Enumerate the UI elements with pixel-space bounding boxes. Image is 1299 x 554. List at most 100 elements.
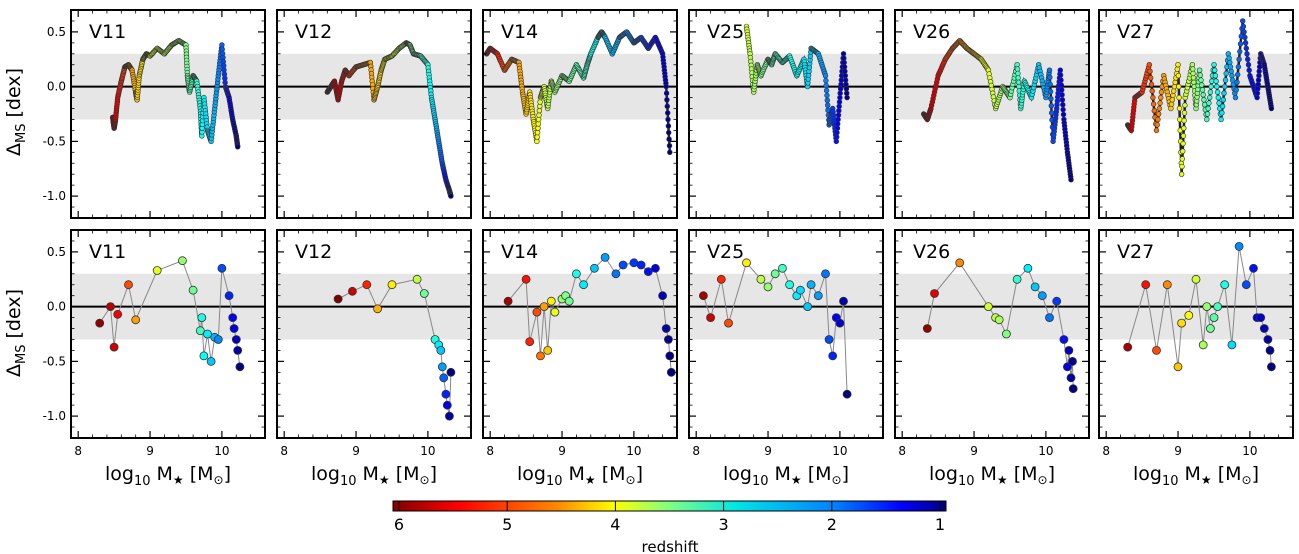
x-tick-label: 10 [832, 444, 847, 458]
data-layer [333, 274, 456, 421]
data-point [665, 351, 675, 361]
track-point [1198, 82, 1205, 88]
track-point [1256, 72, 1262, 79]
data-point [572, 269, 581, 279]
track-point [1059, 92, 1065, 98]
data-point [1234, 241, 1244, 251]
data-point [824, 335, 834, 344]
data-point [821, 269, 830, 279]
track-point [1220, 97, 1227, 103]
data-point [785, 280, 794, 290]
track-point [1204, 116, 1210, 123]
data-point [1198, 340, 1208, 350]
panel-label: V14 [501, 241, 538, 263]
track-point [1158, 89, 1165, 95]
track-point [1058, 77, 1064, 83]
data-point [806, 280, 816, 290]
data-point [629, 258, 639, 268]
data-point [742, 258, 751, 268]
data-point [1256, 313, 1266, 323]
track-point [1058, 87, 1065, 93]
panel-frame [70, 9, 266, 219]
track-point [844, 94, 850, 101]
data-point [835, 318, 845, 328]
panel-label: V25 [707, 21, 744, 43]
data-point [564, 296, 574, 306]
panel-bottom-v11: 8 9 10 0.5 0.0 -0.5 -1.0 V11 [43, 229, 266, 458]
track-point [1199, 87, 1206, 93]
xlabel-col-5: log10 M★ [M⊙] [929, 463, 1055, 489]
data-point [1002, 329, 1011, 339]
x-tick-label: 9 [558, 444, 566, 458]
data-point [373, 304, 383, 314]
data-point [446, 367, 456, 377]
panel-frame [894, 229, 1090, 439]
data-point [203, 329, 212, 339]
data-point [536, 351, 545, 361]
data-point [955, 258, 965, 268]
data-point [525, 337, 535, 347]
data-point [235, 362, 245, 372]
track-point [1157, 100, 1163, 106]
data-point [1227, 340, 1237, 350]
panel-top-v27: V27 [1098, 9, 1294, 219]
data-point [1220, 280, 1230, 290]
track-point [1211, 61, 1217, 68]
track-point [1046, 67, 1053, 73]
track-point [1244, 56, 1251, 62]
data-layer [95, 256, 245, 372]
track-point [1150, 94, 1156, 101]
xlabel-col-4: log10 M★ [M⊙] [723, 463, 849, 489]
track-point [1170, 88, 1177, 94]
data-point [1064, 345, 1074, 355]
track-point [1198, 77, 1204, 83]
data-point [1141, 280, 1151, 290]
track-point [1156, 105, 1163, 112]
data-point [106, 302, 115, 312]
track-point [1168, 105, 1174, 112]
panel-frame [276, 9, 472, 219]
panel-frame [688, 229, 884, 439]
xlabel-col-2: log10 M★ [M⊙] [311, 463, 437, 489]
track-point [1254, 94, 1260, 101]
track-point [1205, 105, 1211, 112]
track-point [536, 107, 543, 114]
data-point [1162, 280, 1172, 290]
track-point [1239, 18, 1246, 24]
track-point [1254, 90, 1261, 96]
track-point [1212, 72, 1219, 79]
track-point [843, 86, 850, 92]
data-point [109, 342, 119, 352]
track-point [663, 90, 670, 96]
track-point [1242, 34, 1248, 41]
track-point [1180, 140, 1186, 147]
ylabel-main: Δ [3, 143, 25, 156]
data-point [1206, 324, 1215, 333]
track-point [1206, 100, 1212, 106]
track-point [1200, 92, 1206, 98]
track-point [1176, 94, 1182, 101]
track-point [842, 72, 848, 79]
track-point [841, 64, 848, 70]
track-point [834, 129, 840, 136]
data-point [213, 335, 223, 344]
data-point [550, 307, 560, 317]
data-point [930, 289, 939, 298]
panel-frame [482, 229, 678, 439]
colorbar-tick-label: 4 [610, 515, 620, 534]
colorbar-tick-label: 6 [394, 515, 404, 534]
data-point [152, 266, 162, 275]
data-point [228, 313, 238, 323]
track-point [1208, 83, 1214, 90]
data-point [643, 267, 653, 277]
panel-label: V26 [913, 21, 950, 43]
track-point [664, 97, 670, 103]
track-point [1154, 122, 1160, 128]
x-tick-label: 8 [74, 444, 82, 458]
track-point [1218, 116, 1224, 123]
track-point [1234, 79, 1240, 86]
track-point [1176, 105, 1183, 112]
data-point [347, 286, 357, 296]
panel-frame [482, 9, 678, 219]
track-point [1229, 72, 1235, 79]
